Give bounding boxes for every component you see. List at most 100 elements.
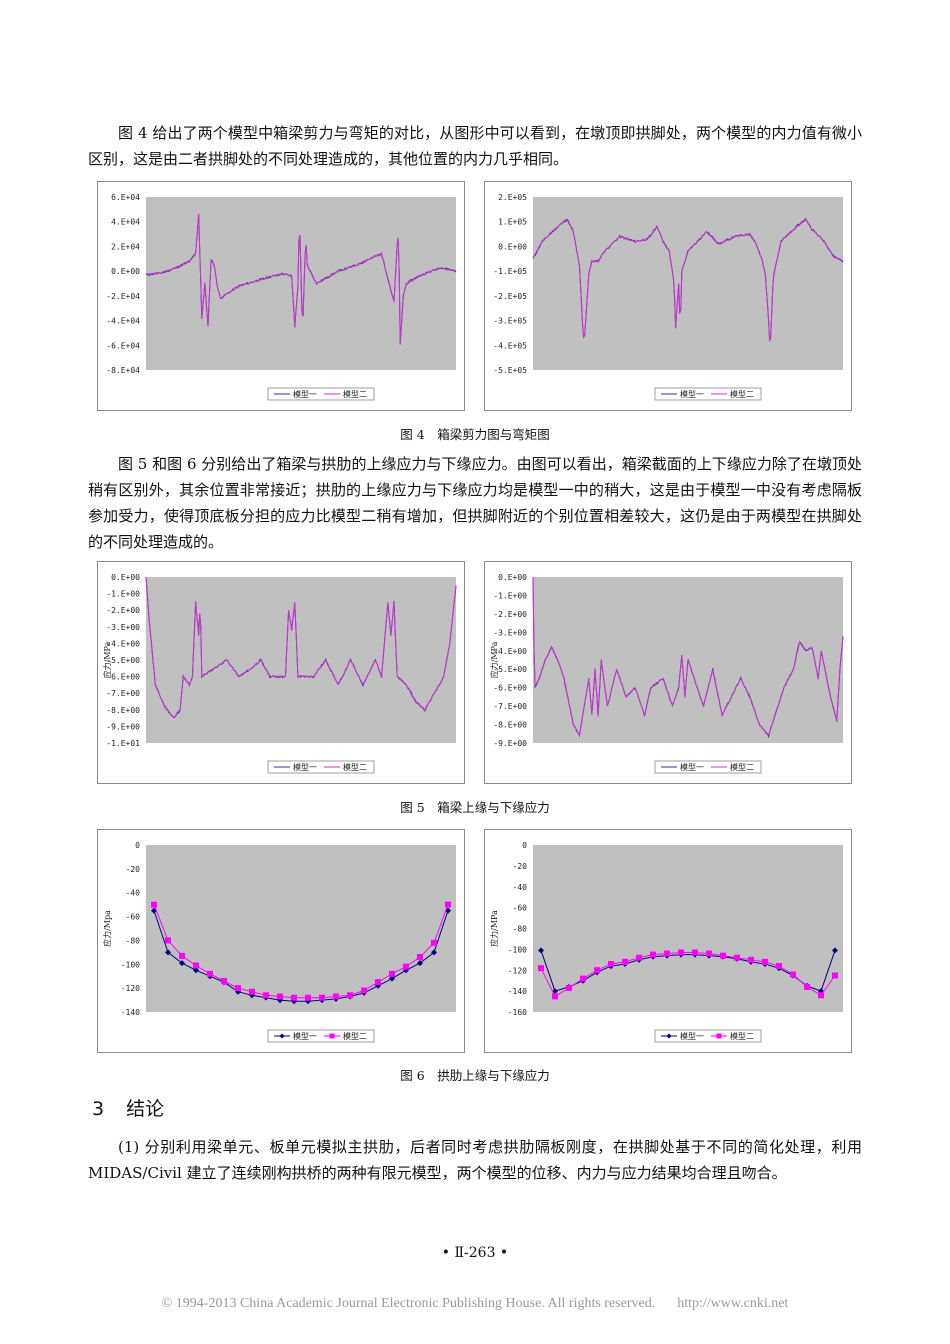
data-point <box>319 994 325 1001</box>
box-girder-top-stress-chart: 0.E+00 -1.E+00 -2.E+00 -3.E+00 -4.E+00 -5.E+0… <box>97 561 465 784</box>
section-heading: 3 结论 <box>92 1094 164 1121</box>
y-tick-label: -160 <box>508 1008 527 1017</box>
y-tick-label: -5.E+05 <box>493 366 527 375</box>
data-point <box>277 997 283 1004</box>
legend-label-model-1: 模型一 <box>680 1031 704 1041</box>
legend-label-model-2: 模型二 <box>343 389 367 399</box>
data-point <box>664 950 670 957</box>
y-tick-label: -40 <box>126 889 141 898</box>
y-tick-label: -80 <box>513 925 528 934</box>
section-number: 3 <box>92 1098 105 1120</box>
data-point <box>818 992 824 999</box>
data-point <box>445 907 451 914</box>
footer-url: http://www.cnki.net <box>677 1296 789 1311</box>
y-tick-label: -6.E+04 <box>106 341 140 350</box>
series-line-model-2 <box>145 213 457 345</box>
y-tick-label: -2.E+00 <box>493 610 527 619</box>
y-tick-label: -1.E+00 <box>106 590 140 599</box>
data-point <box>608 960 614 967</box>
y-tick-label: -4.E+00 <box>493 647 527 656</box>
data-point <box>776 963 782 970</box>
y-tick-label: -3.E+00 <box>106 623 140 632</box>
chart-svg: 0.E+00 -1.E+00 -2.E+00 -3.E+00 -4.E+00 -5.E+0… <box>489 573 844 774</box>
y-tick-label: -2.E+04 <box>106 292 140 301</box>
series-line-model-1 <box>540 950 836 992</box>
data-point <box>580 975 586 982</box>
data-point <box>706 950 712 957</box>
paragraph-1: 图 4 给出了两个模型中箱梁剪力与弯矩的对比，从图形中可以看到，在墩顶即拱脚处，… <box>88 124 862 168</box>
data-point <box>678 949 684 956</box>
y-tick-label: -6.E+00 <box>493 684 527 693</box>
y-tick-label: 0 <box>135 841 140 850</box>
chart-svg: 6.E+04 4.E+04 2.E+04 0.E+00 -2.E+04 -4.E+04 -6… <box>106 193 457 401</box>
data-point <box>566 984 572 991</box>
data-point <box>263 992 269 999</box>
plot-area <box>533 197 843 370</box>
data-point <box>389 970 395 977</box>
data-point <box>375 979 381 986</box>
series-line-model-2 <box>532 576 844 738</box>
data-point <box>305 994 311 1001</box>
y-tick-label: 0.E+00 <box>111 267 140 276</box>
box-girder-bottom-stress-chart: 0.E+00 -1.E+00 -2.E+00 -3.E+00 -4.E+00 -5.E+0… <box>484 561 852 784</box>
legend-label-model-2: 模型二 <box>343 1031 367 1041</box>
data-point <box>720 952 726 959</box>
y-tick-label: -9.E+00 <box>493 739 527 748</box>
legend-box <box>654 760 762 774</box>
legend-label-model-1: 模型一 <box>293 1031 317 1041</box>
series-line-model-1 <box>153 910 449 1002</box>
y-tick-label: -7.E+00 <box>106 689 140 698</box>
y-tick-label: 0.E+00 <box>111 573 140 582</box>
y-tick-label: -3.E+05 <box>493 317 527 326</box>
plot-area <box>146 577 456 743</box>
bending-moment-chart: 2.E+05 1.E+05 0.E+00 -1.E+05 -2.E+05 -3.E+05 -… <box>484 181 852 411</box>
y-tick-label: -2.E+05 <box>493 292 527 301</box>
section-title: 结论 <box>126 1098 165 1120</box>
data-point <box>235 985 241 992</box>
legend-label-model-1: 模型一 <box>293 762 317 772</box>
data-point <box>249 992 255 999</box>
y-tick-label: 2.E+05 <box>498 193 527 202</box>
y-tick-label: -60 <box>126 913 141 922</box>
legend-label-model-1: 模型一 <box>680 762 704 772</box>
y-tick-label: -5.E+00 <box>106 656 140 665</box>
legend-marker <box>716 1033 722 1039</box>
y-tick-label: -8.E+00 <box>106 706 140 715</box>
data-point <box>151 907 157 914</box>
data-point <box>417 954 423 961</box>
y-axis-label: 应力/MPa <box>489 641 499 678</box>
data-point <box>179 960 185 967</box>
data-point <box>445 901 451 908</box>
arch-rib-top-stress-chart: 0 -20 -40 -60 -80 -100 -120 -140 应力/Mpa 模型一 模型二 <box>97 829 465 1053</box>
chart-svg: 0.E+00 -1.E+00 -2.E+00 -3.E+00 -4.E+00 -5.E+0… <box>102 573 457 774</box>
data-point <box>622 958 628 965</box>
legend-box <box>267 387 375 401</box>
data-point <box>207 970 213 977</box>
paragraph-3: (1) 分别利用梁单元、板单元模拟主拱肋，后者同时考虑拱肋隔板刚度，在拱脚处基于… <box>88 1138 862 1182</box>
data-point <box>193 967 199 974</box>
data-point <box>692 949 698 956</box>
data-point <box>734 954 740 961</box>
y-tick-label: -8.E+04 <box>106 366 140 375</box>
series-line-model-2 <box>540 952 836 998</box>
y-tick-label: 6.E+04 <box>111 193 140 202</box>
legend-label-model-2: 模型二 <box>730 389 754 399</box>
y-tick-label: -20 <box>126 865 141 874</box>
data-point <box>832 947 838 954</box>
data-point <box>179 952 185 959</box>
data-point <box>165 949 171 956</box>
legend-label-model-2: 模型二 <box>730 1031 754 1041</box>
y-tick-label: 4.E+04 <box>111 218 140 227</box>
y-tick-label: -7.E+00 <box>493 702 527 711</box>
legend-label-model-2: 模型二 <box>730 762 754 772</box>
y-tick-label: 1.E+05 <box>498 218 527 227</box>
y-tick-label: -4.E+05 <box>493 341 527 350</box>
y-tick-label: 2.E+04 <box>111 242 140 251</box>
data-point <box>151 901 157 908</box>
chart-svg: 0 -20 -40 -60 -80 -100 -120 -140 -160 应力/MPa 模型一 模型… <box>489 841 843 1043</box>
legend-label-model-1: 模型一 <box>293 389 317 399</box>
data-point <box>291 994 297 1001</box>
y-tick-label: -5.E+00 <box>493 665 527 674</box>
legend-box <box>654 387 762 401</box>
data-point <box>538 947 544 954</box>
